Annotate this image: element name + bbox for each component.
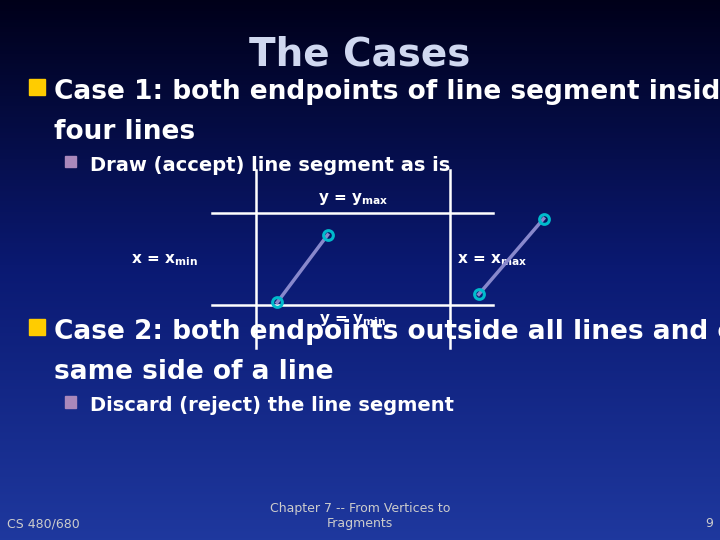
Text: CS 480/680: CS 480/680 (7, 517, 80, 530)
Bar (65, 396, 76, 408)
Text: four lines: four lines (54, 119, 195, 145)
Text: Chapter 7 -- From Vertices to
Fragments: Chapter 7 -- From Vertices to Fragments (270, 502, 450, 530)
Text: Draw (accept) line segment as is: Draw (accept) line segment as is (90, 156, 450, 175)
Text: Case 2: both endpoints outside all lines and on: Case 2: both endpoints outside all lines… (54, 319, 720, 345)
Bar (65, 156, 76, 167)
Bar (29, 79, 45, 94)
Bar (29, 319, 45, 335)
Text: Discard (reject) the line segment: Discard (reject) the line segment (90, 396, 454, 415)
Text: y = y$_{\mathregular{max}}$: y = y$_{\mathregular{max}}$ (318, 191, 388, 207)
Text: y = y$_{\mathregular{min}}$: y = y$_{\mathregular{min}}$ (319, 312, 387, 328)
Text: x = x$_{\mathregular{min}}$: x = x$_{\mathregular{min}}$ (131, 252, 198, 268)
Text: same side of a line: same side of a line (54, 360, 333, 386)
Text: Case 1: both endpoints of line segment inside all: Case 1: both endpoints of line segment i… (54, 79, 720, 105)
Text: x = x$_{\mathregular{max}}$: x = x$_{\mathregular{max}}$ (457, 252, 528, 268)
Text: The Cases: The Cases (249, 35, 471, 73)
Text: 9: 9 (705, 517, 713, 530)
